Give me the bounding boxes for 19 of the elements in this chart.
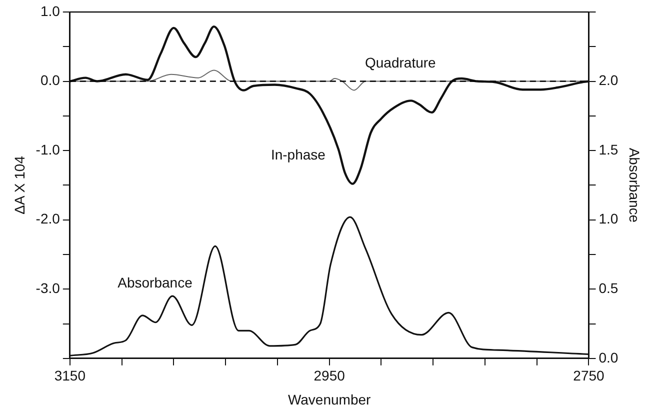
y2-axis-title: Absorbance: [626, 148, 643, 223]
y-tick-label: 0.0: [40, 72, 60, 88]
x-tick-label: 2750: [573, 368, 605, 384]
y-tick-label: -2.0: [36, 210, 60, 227]
series-label: Quadrature: [364, 54, 436, 70]
series-label: In-phase: [270, 146, 326, 163]
y2-tick-label: 0.5: [598, 280, 618, 296]
x-tick-label: 2950: [314, 368, 346, 384]
y2-tick-label: 2.0: [598, 72, 618, 88]
y2-tick-label: 0.0: [598, 349, 618, 366]
x-axis-title: Wavenumber: [288, 391, 372, 408]
x-tick-label: 3150: [54, 368, 86, 384]
y-tick-label: -1.0: [36, 141, 60, 158]
y2-tick-label: 1.0: [598, 210, 618, 227]
y-axis-title: ΔA X 104: [11, 156, 28, 214]
y-tick-label: -3.0: [36, 280, 60, 296]
series-label: Absorbance: [118, 274, 193, 290]
y2-tick-label: 1.5: [598, 141, 618, 158]
y-tick-label: 1.0: [40, 2, 60, 19]
